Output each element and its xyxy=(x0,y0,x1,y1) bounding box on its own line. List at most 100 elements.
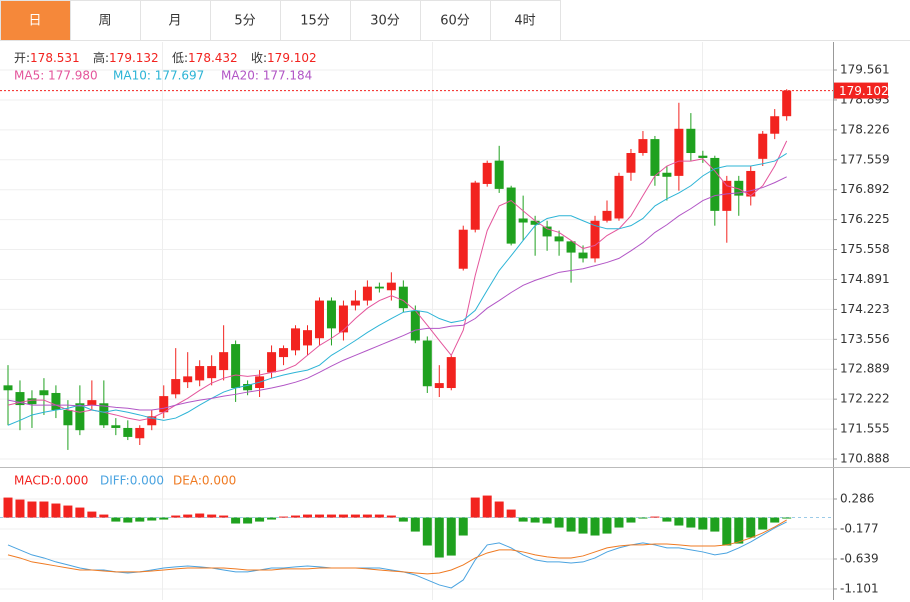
candle-body xyxy=(530,220,540,225)
tab-box[interactable] xyxy=(420,0,491,41)
candle-body xyxy=(374,286,384,289)
candle-body xyxy=(590,220,600,259)
tab[interactable]: 周 xyxy=(70,0,141,41)
candle-body xyxy=(506,187,516,244)
candle-body xyxy=(147,416,157,426)
candle-body xyxy=(183,376,193,383)
tab[interactable]: 15分 xyxy=(280,0,351,41)
macd-bar xyxy=(422,517,432,546)
macd-bar xyxy=(722,517,732,546)
y-tick-label: 179.561 xyxy=(840,62,890,76)
candle-body xyxy=(15,392,25,406)
macd-bar xyxy=(231,517,241,524)
y-tick-label: 174.891 xyxy=(840,272,890,286)
candle-body xyxy=(686,128,696,154)
macd-bar xyxy=(650,516,660,518)
macd-bar xyxy=(51,503,61,518)
readout-label: 低: xyxy=(172,51,188,65)
tab-label[interactable]: 周 xyxy=(98,14,111,29)
macd-bar xyxy=(147,517,157,521)
candle-body xyxy=(207,366,217,379)
macd-bar xyxy=(566,517,576,532)
macd-bar xyxy=(782,517,792,519)
macd-bar xyxy=(434,517,444,558)
candle-body xyxy=(494,160,504,189)
tab-label[interactable]: 30分 xyxy=(370,14,400,29)
candle-body xyxy=(231,344,241,389)
legend-entry: MA5: 177.980 xyxy=(14,69,98,83)
price-tag xyxy=(834,82,888,99)
price-tag-label: 179.102 xyxy=(839,84,889,98)
macd-bar xyxy=(159,517,169,520)
tab-label[interactable]: 60分 xyxy=(440,14,470,29)
tab[interactable]: 60分 xyxy=(420,0,491,41)
tab-box[interactable] xyxy=(350,0,421,41)
macd-bar xyxy=(674,517,684,526)
macd-bar xyxy=(27,501,37,518)
candle-body xyxy=(542,226,552,237)
tab-box[interactable] xyxy=(280,0,351,41)
macd-bar xyxy=(171,515,181,518)
macd-bar xyxy=(111,517,121,522)
tab[interactable]: 5分 xyxy=(210,0,281,41)
readout-label: 高: xyxy=(93,50,109,65)
candle-body xyxy=(350,300,360,306)
macd-bar xyxy=(602,517,612,534)
candle-body xyxy=(362,286,372,301)
macd-bar xyxy=(662,517,672,522)
tab-label[interactable]: 日 xyxy=(28,14,41,29)
macd-bar xyxy=(518,517,528,522)
readout-value: 178.531 xyxy=(30,51,80,65)
macd-bar xyxy=(578,517,588,534)
candle-body xyxy=(626,153,636,173)
macd-bar xyxy=(638,517,648,519)
macd-bar xyxy=(446,517,456,556)
y-tick-label: 175.558 xyxy=(840,242,890,256)
tab-box[interactable] xyxy=(140,0,211,41)
macd-bar xyxy=(75,507,85,518)
macd-bar xyxy=(338,514,348,518)
tab-label[interactable]: 4时 xyxy=(514,14,535,29)
candle-body xyxy=(602,210,612,221)
tab[interactable]: 日 xyxy=(0,0,71,41)
indicator-line xyxy=(7,140,788,421)
candle-body xyxy=(195,366,205,381)
ohlc-readout: 收:179.102 xyxy=(251,51,317,65)
vertical-grid xyxy=(162,42,703,600)
tab-label[interactable]: 5分 xyxy=(234,14,255,29)
macd-bar xyxy=(542,517,552,524)
macd-bar xyxy=(39,501,49,518)
indicator-line xyxy=(7,176,787,411)
macd-bar xyxy=(554,517,564,528)
candle-body xyxy=(219,352,229,371)
macd-bar xyxy=(770,517,780,523)
candle-body xyxy=(470,182,480,230)
macd-bar xyxy=(746,517,756,538)
y-tick-label: 170.888 xyxy=(840,451,890,465)
macd-bar xyxy=(614,517,624,528)
macd-bar xyxy=(123,517,133,523)
y-tick-label: 173.556 xyxy=(840,332,890,346)
y-tick-label: 174.223 xyxy=(840,302,890,316)
readout-label: 开: xyxy=(14,51,30,65)
tab-box[interactable] xyxy=(210,0,281,41)
y-tick-label: 177.559 xyxy=(840,152,890,166)
macd-bar xyxy=(195,513,205,518)
tab-label[interactable]: 15分 xyxy=(300,14,330,29)
candle-body xyxy=(27,398,37,405)
candle-body xyxy=(291,328,301,351)
candle-body xyxy=(63,410,73,426)
tab-label[interactable]: 月 xyxy=(168,14,181,29)
tab-box[interactable] xyxy=(70,0,141,41)
tab[interactable]: 4时 xyxy=(490,0,561,41)
candle-body xyxy=(518,218,528,223)
tab-box[interactable] xyxy=(490,0,561,41)
indicator-line xyxy=(7,519,787,575)
candle-body xyxy=(698,155,708,158)
macd-bar xyxy=(686,517,696,528)
readout-value: 179.102 xyxy=(267,51,317,65)
tab[interactable]: 30分 xyxy=(350,0,421,41)
macd-bar xyxy=(470,497,480,518)
tab[interactable]: 月 xyxy=(140,0,211,41)
